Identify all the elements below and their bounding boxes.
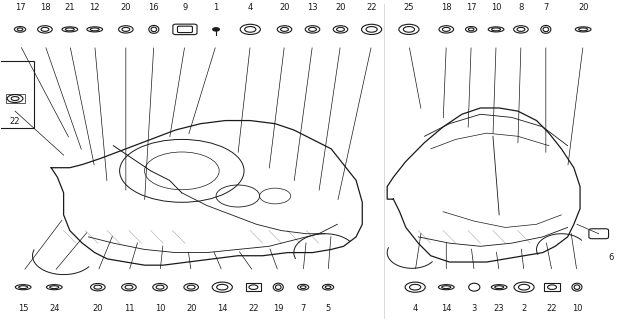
Text: 13: 13 [308, 3, 318, 12]
Text: 19: 19 [273, 304, 284, 314]
Text: 18: 18 [441, 3, 452, 12]
Text: 10: 10 [572, 304, 582, 314]
Bar [0, 61, 34, 128]
Text: 23: 23 [494, 304, 504, 314]
Text: 17: 17 [15, 3, 26, 12]
Text: 17: 17 [466, 3, 476, 12]
Text: 1: 1 [213, 3, 219, 12]
Text: 22: 22 [366, 3, 377, 12]
Text: 7: 7 [543, 3, 549, 12]
Text: 20: 20 [279, 3, 290, 12]
Text: 20: 20 [92, 304, 103, 314]
Text: 6: 6 [609, 252, 614, 261]
Bar [544, 283, 560, 291]
Text: 25: 25 [404, 3, 414, 12]
Text: 14: 14 [441, 304, 451, 314]
Text: 3: 3 [472, 304, 477, 314]
Text: 20: 20 [578, 3, 588, 12]
Text: 15: 15 [18, 304, 28, 314]
Text: 10: 10 [155, 304, 165, 314]
Text: 14: 14 [217, 304, 227, 314]
Text: 24: 24 [49, 304, 59, 314]
Text: 22: 22 [547, 304, 558, 314]
Bar [246, 283, 261, 291]
Text: 18: 18 [39, 3, 50, 12]
Text: 12: 12 [89, 3, 100, 12]
Text: 22: 22 [248, 304, 259, 314]
Text: 9: 9 [182, 3, 188, 12]
Text: 8: 8 [518, 3, 524, 12]
Text: 20: 20 [186, 304, 196, 314]
Text: 5: 5 [326, 304, 331, 314]
Text: 22: 22 [10, 117, 21, 126]
Text: 4: 4 [248, 3, 253, 12]
Text: 20: 20 [121, 3, 131, 12]
Circle shape [213, 28, 219, 31]
Text: 7: 7 [301, 304, 306, 314]
Text: 2: 2 [521, 304, 527, 314]
Bar [6, 94, 24, 103]
Text: 20: 20 [335, 3, 346, 12]
Text: 4: 4 [412, 304, 418, 314]
Text: 21: 21 [64, 3, 75, 12]
Text: 10: 10 [491, 3, 501, 12]
Text: 16: 16 [149, 3, 159, 12]
Text: 11: 11 [124, 304, 134, 314]
